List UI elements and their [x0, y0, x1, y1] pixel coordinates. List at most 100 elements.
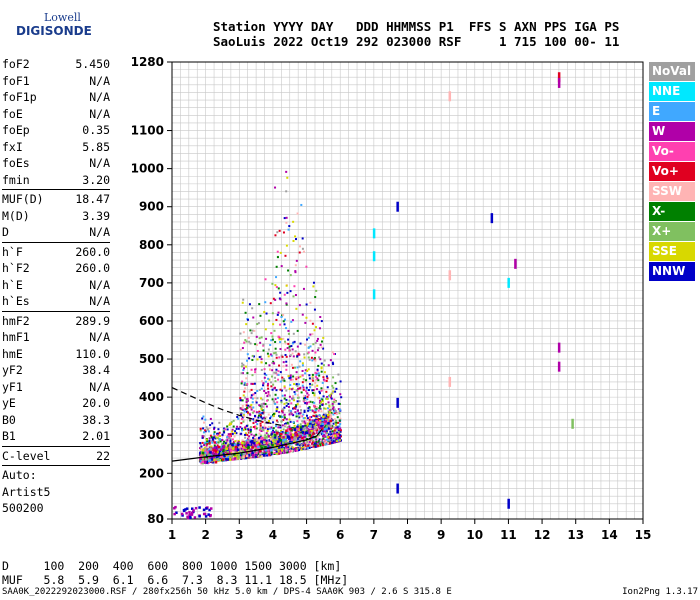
echo-point	[239, 445, 242, 448]
echo-point	[251, 453, 255, 457]
echo-point	[323, 359, 326, 362]
echo-point	[291, 413, 294, 416]
echo-point	[303, 353, 306, 356]
echo-point	[272, 427, 275, 430]
echo-point	[267, 377, 270, 380]
echo-point	[272, 383, 275, 386]
echo-point	[224, 446, 227, 450]
echo-point	[276, 373, 279, 376]
echo-point	[302, 397, 305, 400]
echo-point	[256, 443, 259, 447]
echo-point	[258, 337, 261, 340]
echo-point	[328, 405, 331, 408]
echo-point	[322, 347, 325, 350]
echo-point	[294, 376, 297, 379]
echo-point	[246, 399, 249, 402]
echo-point	[207, 461, 210, 465]
echo-point	[338, 402, 341, 405]
echo-point	[290, 436, 293, 439]
echo-point	[267, 441, 271, 444]
echo-point	[203, 444, 206, 447]
echo-point	[261, 428, 264, 431]
echo-point	[296, 435, 300, 439]
param-row: yF2 38.4	[2, 362, 110, 379]
echo-point	[243, 410, 246, 413]
echo-point	[206, 445, 209, 448]
echo-point	[252, 411, 255, 414]
echo-point	[225, 458, 228, 461]
echo-point	[244, 436, 247, 439]
echo-point	[297, 425, 301, 428]
echo-point	[270, 448, 273, 452]
echo-point	[324, 416, 328, 419]
echo-point	[316, 415, 319, 418]
echo-point	[228, 458, 232, 461]
echo-point	[301, 374, 304, 377]
echo-point	[327, 422, 330, 425]
echo-point	[292, 407, 295, 410]
echo-point	[338, 419, 341, 422]
param-value: 260.0	[75, 261, 110, 275]
param-row: foEs N/A	[2, 155, 110, 172]
echo-point	[331, 391, 334, 394]
echo-point	[221, 433, 224, 436]
echo-point	[201, 460, 204, 464]
echo-point	[333, 410, 336, 413]
echo-point	[274, 234, 277, 237]
echo-point	[285, 360, 288, 363]
echo-point	[264, 278, 267, 281]
echo-point	[268, 449, 271, 452]
echo-point	[296, 376, 299, 379]
echo-point	[263, 453, 266, 456]
echo-point	[271, 388, 274, 391]
echo-point	[227, 444, 230, 448]
param-value: 0.35	[82, 123, 110, 137]
echo-point	[255, 433, 258, 436]
echo-point	[304, 343, 307, 346]
echo-point	[246, 359, 249, 362]
param-separator	[2, 241, 110, 243]
echo-point	[285, 327, 288, 330]
echo-point	[217, 440, 220, 443]
echo-point	[261, 405, 264, 408]
echo-point	[218, 438, 221, 441]
echo-point	[244, 426, 247, 429]
echo-point	[286, 435, 290, 439]
echo-point	[271, 361, 274, 364]
param-row: foEp 0.35	[2, 122, 110, 139]
echo-point	[269, 368, 272, 371]
echo-point	[241, 372, 244, 375]
echo-point	[213, 449, 216, 452]
echo-point	[264, 328, 267, 331]
echo-point	[332, 390, 335, 393]
echo-point	[316, 435, 319, 438]
echo-point	[311, 349, 314, 352]
echo-point	[260, 416, 263, 419]
echo-point	[255, 343, 258, 346]
echo-point	[264, 392, 267, 395]
echo-point	[301, 364, 304, 367]
echo-point	[305, 316, 308, 319]
echo-point	[285, 429, 288, 432]
echo-point	[282, 451, 285, 454]
echo-point	[317, 423, 320, 427]
echo-point	[289, 440, 292, 444]
echo-point	[277, 287, 280, 290]
echo-point	[330, 426, 333, 430]
echo-point	[255, 455, 258, 458]
echo-point	[306, 422, 310, 426]
echo-point	[308, 428, 311, 431]
x-tick-label: 14	[601, 528, 618, 542]
echo-point	[268, 427, 271, 430]
echo-point	[295, 447, 298, 450]
y-tick-label: 700	[139, 276, 164, 290]
electron-density-profile	[171, 387, 284, 427]
echo-point	[240, 432, 243, 435]
echo-point	[340, 396, 343, 399]
isolated-echo	[557, 342, 561, 353]
echo-point	[283, 293, 286, 296]
echo-point	[260, 368, 263, 371]
echo-point	[244, 311, 247, 314]
echo-point	[249, 440, 253, 444]
echo-point	[328, 417, 332, 421]
